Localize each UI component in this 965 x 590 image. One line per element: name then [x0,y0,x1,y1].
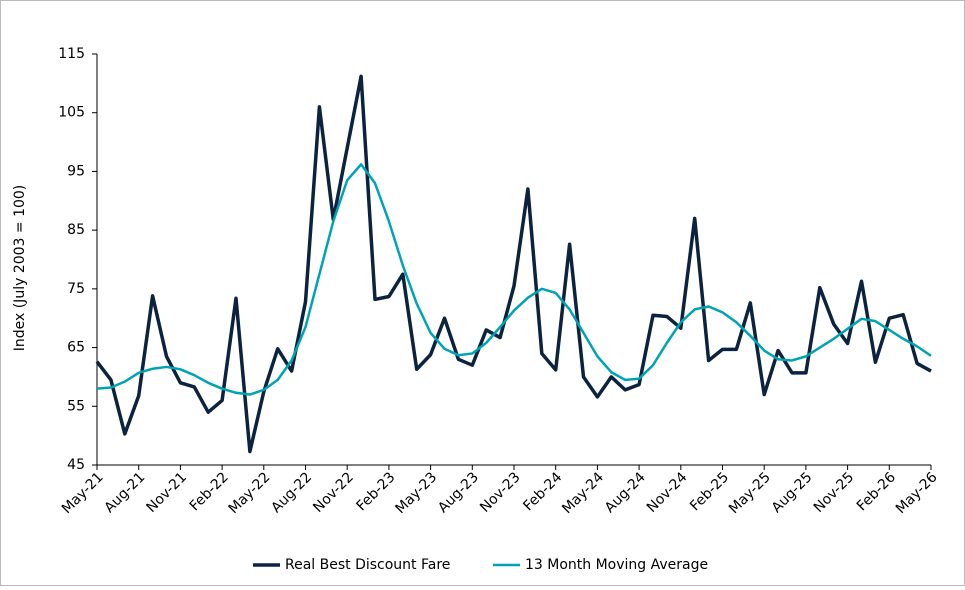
legend-label: Real Best Discount Fare [285,557,450,573]
series-line [95,74,932,454]
y-tick-label: 95 [67,163,85,179]
y-tick-label: 115 [58,46,85,62]
y-tick-label: 55 [67,398,85,414]
legend-label: 13 Month Moving Average [525,557,708,573]
y-tick-label: 45 [67,457,85,473]
y-tick-label: 75 [67,281,85,297]
y-tick-label: 105 [58,105,85,121]
y-tick-label: 65 [67,340,85,356]
y-axis-label: Index (July 2003 = 100) [12,185,28,352]
series-line [96,163,932,396]
y-tick-label: 85 [67,222,85,238]
